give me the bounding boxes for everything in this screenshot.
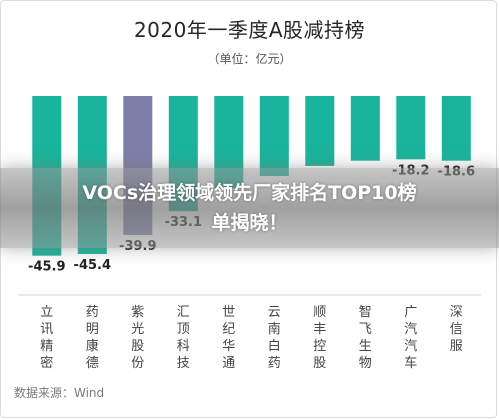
banner-line-1: VOCs治理领域领先厂家排名TOP10榜 xyxy=(82,182,417,204)
category-label-9: 广汽汽车 xyxy=(404,305,417,371)
chart-title: 2020年一季度A股减持榜 xyxy=(133,18,366,42)
category-label-5: 世纪华通 xyxy=(222,305,235,371)
category-label-2: 药明康德 xyxy=(86,305,99,371)
value-label-2: -45.4 xyxy=(74,258,111,273)
category-label-6: 云南白药 xyxy=(268,305,281,371)
bar-6 xyxy=(259,96,289,176)
category-label-8: 智飞生物 xyxy=(359,305,372,371)
bar-8 xyxy=(350,96,380,161)
category-label-4: 汇顶科技 xyxy=(177,305,190,371)
bar-9 xyxy=(396,96,426,160)
overlay-banner xyxy=(0,168,499,248)
category-label-3: 紫光股份 xyxy=(131,305,144,371)
category-label-10: 深信服 xyxy=(450,305,463,354)
bar-7 xyxy=(305,96,335,166)
bar-10 xyxy=(441,96,471,161)
category-label-1: 立讯精密 xyxy=(40,305,53,371)
category-label-7: 顺丰控股 xyxy=(313,305,326,371)
banner-line-2: 单揭晓！ xyxy=(211,212,288,234)
value-label-1: -45.9 xyxy=(28,260,65,275)
chart-subtitle: （单位：亿元） xyxy=(207,52,292,66)
banner-headline: VOCs治理领域领先厂家排名TOP10榜 单揭晓！ xyxy=(0,178,499,238)
data-source: 数据来源：Wind xyxy=(14,386,105,400)
